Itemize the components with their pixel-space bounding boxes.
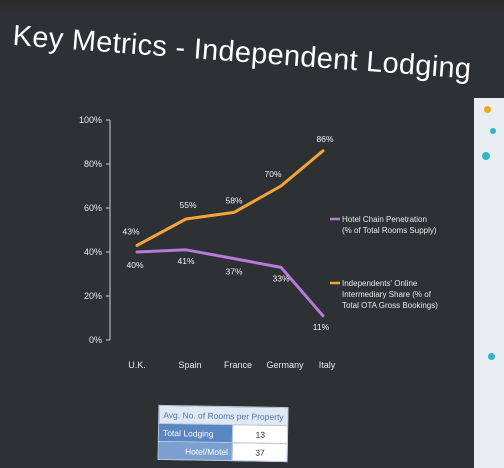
x-tick-label: France: [224, 360, 252, 370]
decor-dot-icon: [484, 106, 491, 113]
data-label: 41%: [177, 256, 194, 266]
rooms-table-header: Avg. No. of Rooms per Property: [158, 405, 289, 426]
data-label: 58%: [225, 195, 242, 205]
data-label: 40%: [126, 260, 143, 270]
table-row: Hotel/Motel 37: [158, 441, 288, 462]
x-tick-label: Germany: [266, 360, 304, 370]
data-label: 43%: [122, 226, 139, 236]
rooms-table: Avg. No. of Rooms per Property Total Lod…: [158, 405, 289, 462]
y-tick-label: 40%: [84, 247, 102, 257]
row-value: 13: [232, 424, 288, 444]
legend-label: Independents' Online: [342, 279, 418, 288]
series-line: [135, 248, 325, 318]
decor-dot-icon: [490, 128, 496, 134]
decor-dot-icon: [488, 353, 495, 360]
data-label: 37%: [225, 267, 242, 277]
x-tick-label: U.K.: [128, 360, 146, 370]
data-label: 11%: [313, 322, 330, 332]
decor-dot-icon: [482, 152, 490, 160]
side-panel: [474, 98, 504, 468]
row-value: 37: [232, 442, 288, 462]
row-label: Total Lodging: [158, 423, 233, 443]
data-label: 70%: [264, 169, 281, 179]
legend-label: Total OTA Gross Bookings): [342, 301, 438, 310]
legend-label: Hotel Chain Penetration: [342, 215, 427, 224]
data-label: 55%: [179, 200, 196, 210]
series-line: [135, 149, 325, 247]
row-label: Hotel/Motel: [158, 441, 233, 461]
x-tick-label: Spain: [178, 360, 201, 370]
legend-label: Intermediary Share (% of: [342, 290, 432, 299]
data-label: 33%: [272, 273, 289, 283]
data-label: 86%: [316, 134, 333, 144]
y-tick-label: 0%: [89, 335, 102, 345]
x-tick-label: Italy: [319, 360, 336, 370]
y-tick-label: 60%: [84, 203, 102, 213]
table-row: Total Lodging 13: [158, 423, 288, 444]
y-tick-label: 20%: [84, 291, 102, 301]
y-tick-label: 100%: [79, 115, 102, 125]
projected-slide: [0, 10, 504, 468]
y-tick-label: 80%: [84, 159, 102, 169]
legend-label: (% of Total Rooms Supply): [342, 226, 437, 235]
